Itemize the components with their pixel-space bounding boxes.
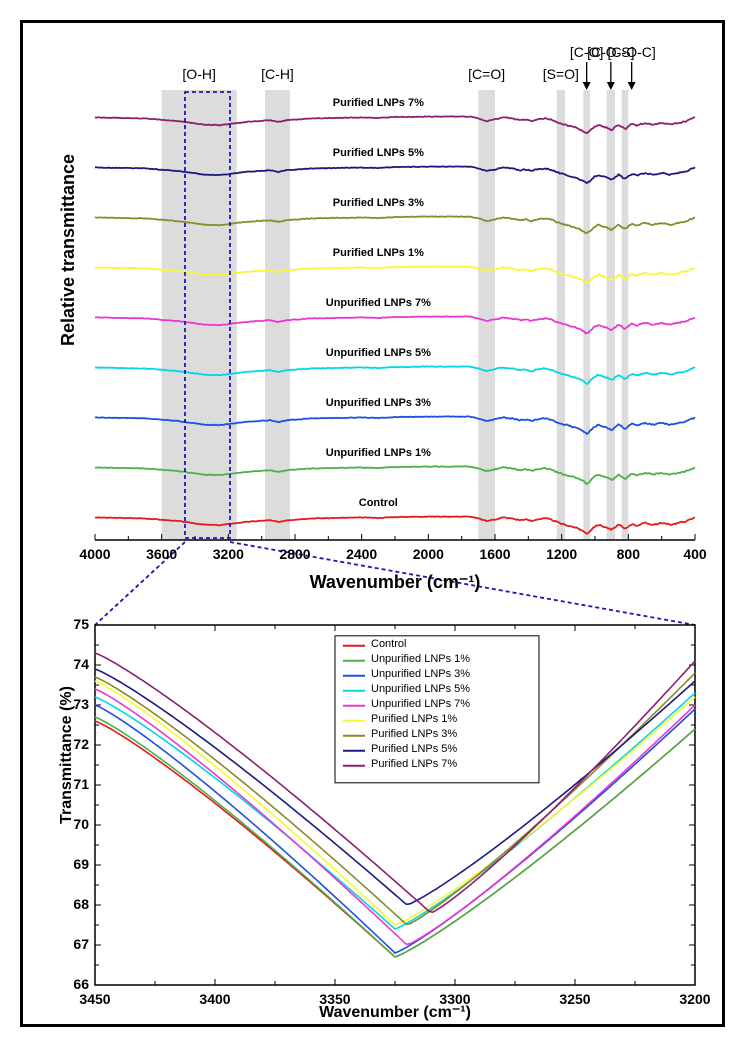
- curve-label: Unpurified LNPs 1%: [288, 447, 468, 459]
- curve-label: Purified LNPs 1%: [288, 247, 468, 259]
- bottom-xtick-label: 3450: [73, 991, 117, 1007]
- bottom-ytick-label: 69: [61, 856, 89, 872]
- bottom-xtick-label: 3200: [673, 991, 717, 1007]
- top-xtick-label: 3600: [142, 546, 182, 562]
- top-xtick-label: 1600: [475, 546, 515, 562]
- bottom-xtick-label: 3250: [553, 991, 597, 1007]
- top-xtick-label: 800: [608, 546, 648, 562]
- top-xtick-label: 2400: [342, 546, 382, 562]
- legend-item-label: Purified LNPs 7%: [371, 758, 457, 770]
- bottom-xtick-label: 3400: [193, 991, 237, 1007]
- curve-label: Unpurified LNPs 3%: [288, 397, 468, 409]
- bottom-xtick-label: 3350: [313, 991, 357, 1007]
- top-xtick-label: 3200: [208, 546, 248, 562]
- legend-item-label: Unpurified LNPs 7%: [371, 698, 470, 710]
- top-x-axis-label: Wavenumber (cm⁻¹): [95, 572, 695, 593]
- legend-item-label: Purified LNPs 3%: [371, 728, 457, 740]
- bottom-ytick-label: 70: [61, 816, 89, 832]
- bottom-xtick-label: 3300: [433, 991, 477, 1007]
- bottom-ytick-label: 71: [61, 776, 89, 792]
- bottom-ytick-label: 66: [61, 976, 89, 992]
- curve-label: Control: [288, 497, 468, 509]
- bottom-ytick-label: 74: [61, 656, 89, 672]
- bottom-ytick-label: 73: [61, 696, 89, 712]
- legend-item-label: Unpurified LNPs 1%: [371, 653, 470, 665]
- legend-item-label: Purified LNPs 5%: [371, 743, 457, 755]
- legend-item-label: Purified LNPs 1%: [371, 713, 457, 725]
- curve-label: Purified LNPs 7%: [288, 97, 468, 109]
- top-xtick-label: 400: [675, 546, 715, 562]
- bottom-ytick-label: 75: [61, 616, 89, 632]
- band-label: [C-H]: [243, 66, 313, 82]
- bottom-ytick-label: 67: [61, 936, 89, 952]
- legend-item-label: Unpurified LNPs 5%: [371, 683, 470, 695]
- band-label: [O-H]: [164, 66, 234, 82]
- band-label: [C=O]: [452, 66, 522, 82]
- top-xtick-label: 2000: [408, 546, 448, 562]
- top-xtick-label: 2800: [275, 546, 315, 562]
- curve-label: Purified LNPs 3%: [288, 197, 468, 209]
- legend-item-label: Control: [371, 638, 406, 650]
- top-y-axis-label: Relative transmittance: [58, 100, 79, 400]
- band-label: [C-O-C]: [597, 44, 667, 60]
- curve-label: Unpurified LNPs 7%: [288, 297, 468, 309]
- curve-label: Purified LNPs 5%: [288, 147, 468, 159]
- figure-page: Relative transmittance Wavenumber (cm⁻¹)…: [0, 0, 745, 1047]
- bottom-ytick-label: 68: [61, 896, 89, 912]
- bottom-ytick-label: 72: [61, 736, 89, 752]
- curve-label: Unpurified LNPs 5%: [288, 347, 468, 359]
- top-xtick-label: 4000: [75, 546, 115, 562]
- legend-item-label: Unpurified LNPs 3%: [371, 668, 470, 680]
- top-xtick-label: 1200: [542, 546, 582, 562]
- band-label: [S=O]: [526, 66, 596, 82]
- bottom-x-axis-label: Wavenumber (cm⁻¹): [95, 1002, 695, 1022]
